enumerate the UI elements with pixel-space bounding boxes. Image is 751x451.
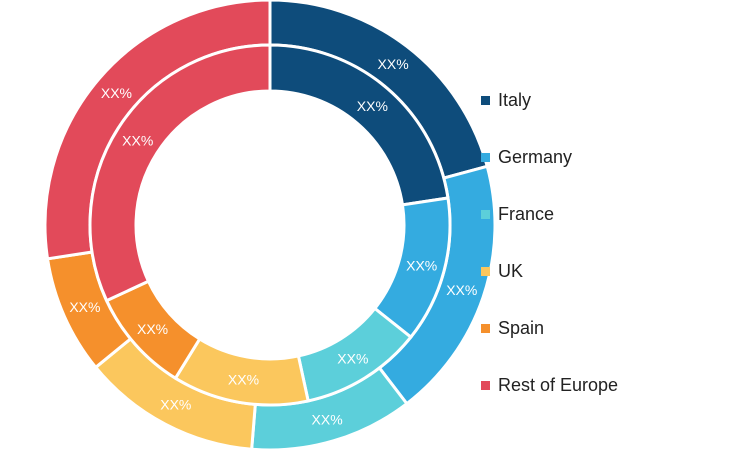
outer-label-uk: XX% [160,396,191,412]
inner-label-germany: XX% [406,257,437,273]
inner-label-rest-of-europe: XX% [122,132,153,148]
inner-label-uk: XX% [228,372,259,388]
outer-label-spain: XX% [69,299,100,315]
legend-label-uk: UK [498,261,524,281]
inner-slice-rest-of-europe [88,43,272,303]
legend-swatch-rest-of-europe [481,381,490,390]
legend-swatch-italy [481,96,490,105]
legend-swatch-germany [481,153,490,162]
legend-label-germany: Germany [498,147,573,167]
inner-label-france: XX% [337,350,368,366]
legend-label-france: France [498,204,555,224]
legend-label-italy: Italy [498,90,532,110]
chart-legend: Italy Germany France UK Spain Rest of Eu… [481,72,618,414]
legend-item-spain: Spain [481,300,618,357]
legend-item-rest-of-europe: Rest of Europe [481,357,618,414]
legend-item-italy: Italy [481,72,618,129]
inner-label-italy: XX% [357,98,388,114]
legend-swatch-spain [481,324,490,333]
inner-label-spain: XX% [137,321,168,337]
legend-item-france: France [481,186,618,243]
legend-item-uk: UK [481,243,618,300]
legend-item-germany: Germany [481,129,618,186]
legend-swatch-france [481,210,490,219]
outer-label-france: XX% [312,411,343,427]
legend-swatch-uk [481,267,490,276]
outer-label-rest-of-europe: XX% [101,85,132,101]
legend-label-spain: Spain [498,318,545,338]
outer-label-italy: XX% [378,56,409,72]
legend-label-rest-of-europe: Rest of Europe [498,375,619,395]
outer-label-germany: XX% [446,282,477,298]
